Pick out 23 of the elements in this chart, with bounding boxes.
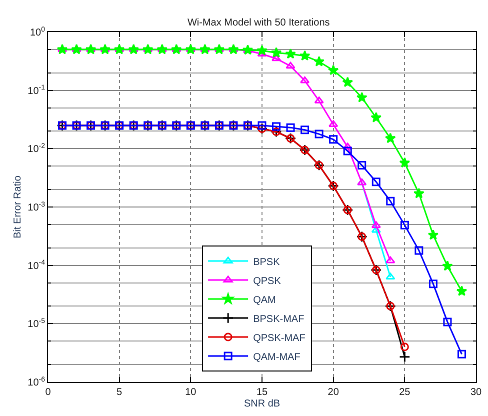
y-tick-label: 10$^{-1}$ — [28, 84, 46, 97]
legend-label: QAM — [253, 294, 276, 306]
legend-label: QPSK — [253, 276, 282, 287]
x-tick-label: 25 — [399, 387, 411, 398]
y-tick-label: 10$^{-5}$ — [28, 318, 46, 330]
x-tick-label: 15 — [256, 387, 268, 398]
y-tick-label: 10$^{-2}$ — [28, 142, 46, 156]
legend-label: BPSK-MAF — [253, 314, 304, 325]
y-tick-label: 10$^{-6}$ — [28, 376, 46, 388]
legend-label: BPSK — [253, 256, 280, 268]
y-tick-label: 10$^{-4}$ — [28, 260, 46, 272]
y-tick-label: 10$^{0}$ — [30, 26, 46, 38]
x-axis-title: SNR dB — [244, 398, 280, 410]
x-tick-label: 0 — [45, 387, 52, 398]
y-axis-title: Bit Error Ratio — [12, 175, 24, 238]
x-tick-label: 5 — [116, 387, 123, 398]
legend-label: QPSK-MAF — [253, 332, 306, 344]
x-tick-label: 30 — [470, 387, 482, 398]
legend-label: QAM-MAF — [253, 352, 300, 363]
x-tick-label: 20 — [328, 387, 340, 398]
chart-title: Wi-Max Model with 50 Iterations — [188, 18, 330, 29]
x-tick-label: 10 — [185, 387, 197, 398]
y-tick-label: 10$^{-3}$ — [28, 201, 46, 214]
